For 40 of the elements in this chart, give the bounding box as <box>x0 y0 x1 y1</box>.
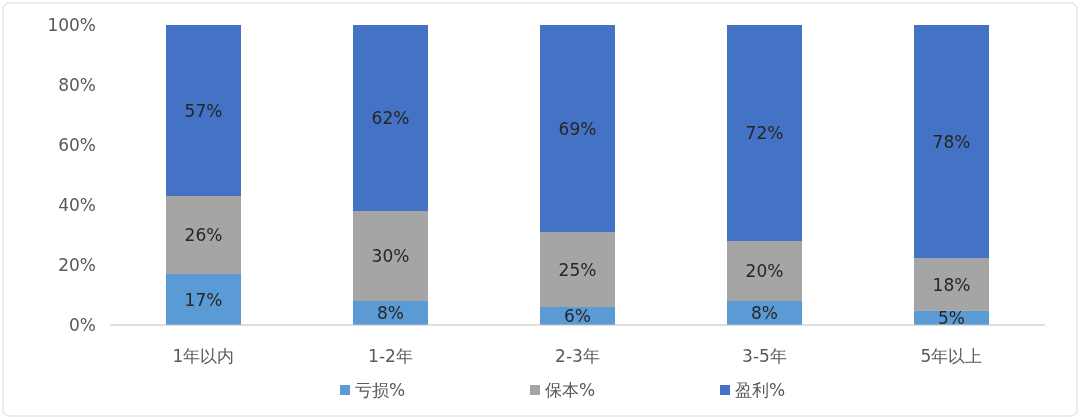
data-label: 5% <box>938 307 965 328</box>
legend-label: 亏损% <box>355 380 406 400</box>
bar <box>166 274 241 325</box>
y-tick-label: 60% <box>58 135 96 155</box>
data-label: 78% <box>932 131 971 152</box>
data-label: 6% <box>564 306 591 326</box>
bar <box>727 241 802 301</box>
data-label: 62% <box>371 108 410 128</box>
bar <box>353 211 428 301</box>
x-tick-label: 1-2年 <box>368 346 413 366</box>
bar <box>166 196 241 274</box>
bar <box>540 25 615 232</box>
y-tick-label: 100% <box>47 15 96 35</box>
data-label: 8% <box>751 303 778 323</box>
bar <box>353 25 428 211</box>
x-tick-label: 5年以上 <box>920 346 983 366</box>
data-label: 26% <box>184 225 223 245</box>
bar <box>727 25 802 241</box>
data-label: 30% <box>371 246 410 266</box>
bar <box>914 25 989 259</box>
bar <box>540 232 615 307</box>
bar <box>166 25 241 196</box>
y-tick-label: 0% <box>69 315 96 335</box>
bar <box>914 258 989 311</box>
x-tick-label: 2-3年 <box>555 346 600 366</box>
data-label: 17% <box>184 289 223 310</box>
y-tick-label: 40% <box>58 195 96 215</box>
x-tick-label: 1年以内 <box>172 346 235 366</box>
data-label: 25% <box>558 259 597 280</box>
data-label: 72% <box>745 123 784 143</box>
legend-label: 盈利% <box>735 380 786 400</box>
data-label: 8% <box>377 303 404 323</box>
y-tick-label: 80% <box>58 75 96 95</box>
legend-label: 保本% <box>545 380 596 400</box>
data-label: 69% <box>558 118 597 139</box>
data-label: 57% <box>184 100 223 121</box>
data-label: 18% <box>932 274 971 295</box>
data-label: 20% <box>745 261 784 281</box>
y-tick-label: 20% <box>58 255 96 275</box>
x-tick-label: 3-5年 <box>742 346 787 366</box>
